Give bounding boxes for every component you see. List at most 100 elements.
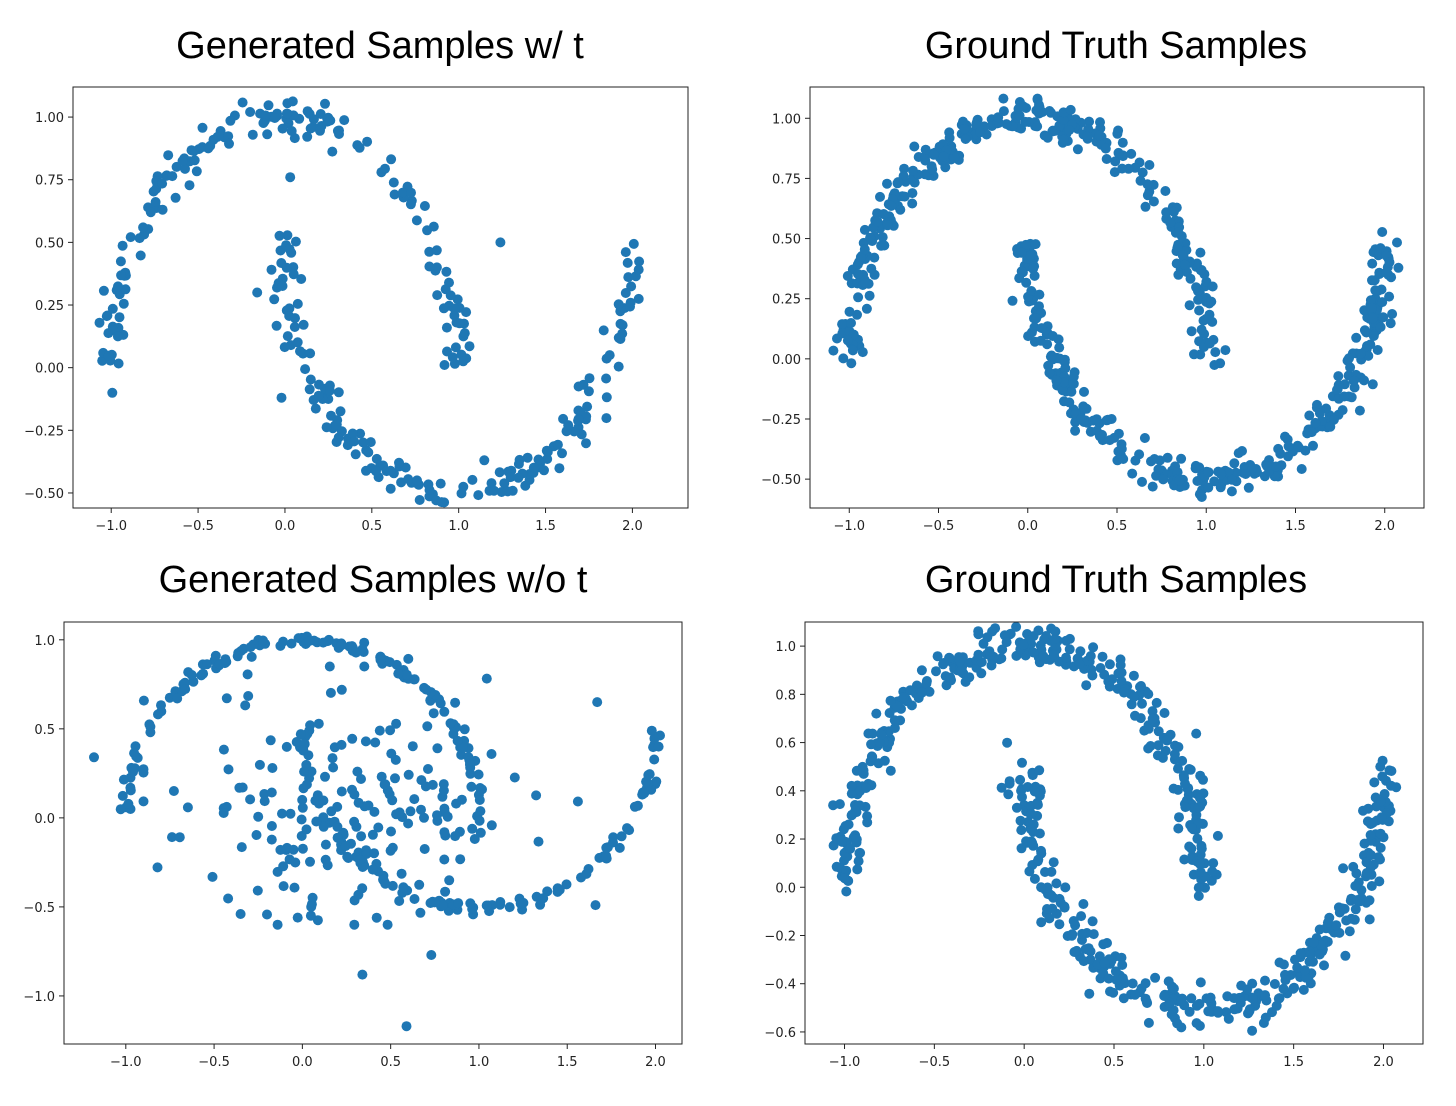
- data-point: [102, 310, 113, 321]
- data-point: [959, 123, 970, 134]
- panel-title: Generated Samples w/ t: [176, 25, 584, 67]
- data-point: [1273, 993, 1284, 1004]
- data-point: [1359, 375, 1369, 386]
- data-point: [359, 661, 370, 672]
- data-point: [1162, 452, 1173, 463]
- x-tick-label: 1.0: [469, 1055, 490, 1070]
- data-point: [304, 635, 315, 646]
- data-point: [1048, 857, 1059, 868]
- data-point: [403, 653, 414, 664]
- data-point: [125, 232, 136, 243]
- data-point: [1003, 789, 1014, 800]
- data-point: [452, 735, 463, 746]
- data-point: [198, 668, 209, 679]
- data-point: [973, 649, 984, 660]
- data-point: [489, 485, 499, 496]
- data-point: [481, 900, 492, 911]
- data-point: [1011, 621, 1022, 632]
- data-point: [533, 836, 544, 847]
- data-point: [439, 854, 450, 865]
- data-point: [426, 950, 437, 960]
- data-point: [1104, 681, 1115, 692]
- data-point: [318, 795, 329, 806]
- data-point: [1059, 901, 1070, 912]
- data-point: [877, 232, 888, 243]
- data-point: [393, 668, 404, 679]
- data-point: [1097, 651, 1108, 662]
- data-point: [1029, 270, 1040, 281]
- data-point: [531, 790, 542, 801]
- data-point: [1359, 838, 1370, 849]
- data-point: [1206, 296, 1217, 307]
- data-point: [245, 794, 256, 805]
- data-point: [1350, 904, 1361, 915]
- y-tick-label: −0.25: [761, 413, 801, 428]
- data-point: [592, 697, 603, 708]
- data-point: [882, 178, 892, 189]
- data-point: [846, 318, 856, 328]
- data-point: [1361, 857, 1372, 868]
- data-point: [842, 335, 853, 346]
- data-point: [1159, 991, 1170, 1001]
- data-point: [1001, 119, 1012, 130]
- data-point: [1365, 830, 1376, 840]
- data-point: [336, 640, 347, 651]
- x-tick-label: 1.5: [535, 519, 556, 534]
- data-point: [287, 96, 298, 107]
- data-point: [1304, 410, 1315, 421]
- data-point: [107, 303, 118, 314]
- data-point: [475, 827, 486, 838]
- panel-title: Ground Truth Samples: [925, 25, 1307, 67]
- data-point: [557, 448, 567, 459]
- data-point: [281, 741, 292, 752]
- data-point: [1194, 858, 1205, 869]
- data-point: [223, 764, 234, 775]
- data-point: [266, 834, 277, 845]
- x-tick-label: −0.5: [182, 519, 214, 534]
- data-point: [1087, 916, 1098, 927]
- data-point: [1193, 294, 1204, 305]
- data-point: [1028, 827, 1039, 837]
- data-point: [120, 284, 131, 295]
- data-point: [1314, 949, 1325, 960]
- data-point: [271, 320, 282, 331]
- data-point: [879, 240, 890, 251]
- data-point: [1180, 802, 1191, 813]
- data-point: [308, 114, 319, 125]
- data-point: [1059, 354, 1070, 365]
- data-point: [473, 490, 484, 501]
- data-point: [138, 764, 149, 775]
- data-point: [871, 708, 882, 719]
- data-point: [1157, 752, 1168, 763]
- data-point: [292, 912, 303, 923]
- data-point: [1187, 823, 1197, 833]
- data-point: [251, 830, 262, 840]
- data-point: [432, 290, 443, 301]
- data-point: [411, 215, 422, 226]
- data-point: [132, 752, 143, 763]
- data-point: [405, 806, 416, 817]
- data-point: [439, 827, 450, 838]
- x-tick-label: 1.5: [1283, 1055, 1304, 1070]
- data-point: [1367, 379, 1378, 390]
- data-point: [996, 653, 1007, 664]
- data-point: [412, 475, 422, 486]
- data-point: [115, 804, 126, 815]
- data-point: [653, 741, 664, 752]
- data-point: [1108, 987, 1119, 998]
- data-point: [1095, 663, 1106, 673]
- data-point: [1305, 949, 1316, 960]
- data-point: [422, 721, 433, 732]
- data-point: [1248, 993, 1258, 1004]
- data-point: [351, 647, 361, 658]
- data-point: [1240, 469, 1251, 479]
- data-point: [852, 309, 862, 320]
- data-point: [113, 281, 123, 292]
- data-point: [128, 766, 138, 777]
- data-point: [1134, 449, 1145, 460]
- data-point: [909, 141, 920, 152]
- data-point: [407, 741, 418, 752]
- data-point: [389, 189, 400, 200]
- data-point: [866, 739, 877, 750]
- data-point: [842, 271, 853, 281]
